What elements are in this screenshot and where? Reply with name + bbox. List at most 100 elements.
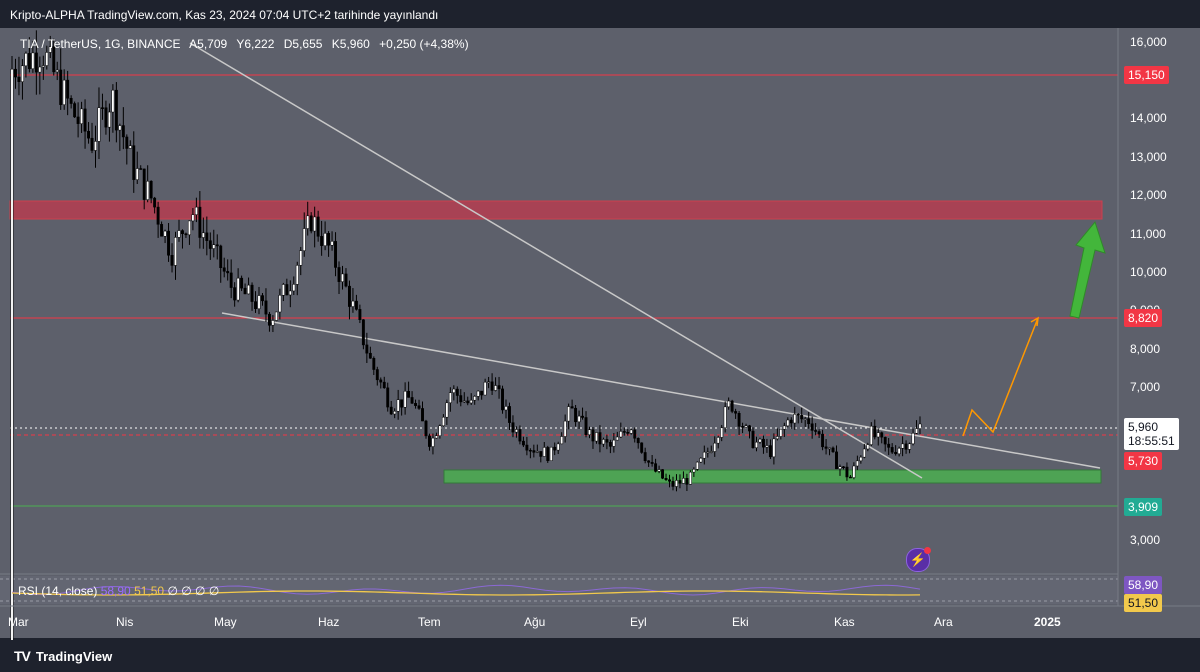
candle-body xyxy=(814,430,818,432)
candle-body xyxy=(786,419,790,427)
candle-body xyxy=(720,427,724,438)
candle-body xyxy=(901,443,905,449)
high-value: Y6,222 xyxy=(236,37,275,51)
candle-body xyxy=(514,429,518,433)
candle-body xyxy=(90,137,94,151)
candle-body xyxy=(219,245,223,269)
candle-body xyxy=(734,411,738,414)
candle-body xyxy=(66,79,70,99)
candle-body xyxy=(504,406,508,411)
candle-body xyxy=(10,68,14,654)
candle-body xyxy=(393,410,397,415)
candle-body xyxy=(758,438,762,443)
candle-body xyxy=(539,451,543,457)
candle-body xyxy=(212,244,216,249)
flash-alert-icon[interactable]: ⚡ xyxy=(906,547,931,572)
candle-body xyxy=(671,481,675,487)
candle-body xyxy=(835,451,838,470)
candle-body xyxy=(118,125,122,131)
candle-body xyxy=(407,390,411,398)
candle-body xyxy=(31,52,35,69)
candle-body xyxy=(821,433,825,448)
candle-body xyxy=(601,439,605,445)
candle-body xyxy=(354,300,358,310)
candle-body xyxy=(567,406,571,422)
candle-body xyxy=(546,447,550,461)
candle-body xyxy=(678,480,682,484)
rsi-tag: 58,90 xyxy=(1124,576,1163,594)
candle-body xyxy=(744,425,748,428)
candle-body xyxy=(664,478,668,480)
low-support-tag: 3,909 xyxy=(1124,498,1163,516)
candle-body xyxy=(24,53,28,67)
candle-body xyxy=(386,387,390,408)
candle-body xyxy=(876,432,880,438)
time-label-nis: Nis xyxy=(116,615,134,629)
candle-body xyxy=(146,180,150,200)
candle-body xyxy=(480,390,484,396)
candle-body xyxy=(542,447,546,457)
candle-body xyxy=(598,432,602,445)
resistance-tag: 15,150 xyxy=(1124,66,1169,84)
candle-body xyxy=(817,431,821,435)
candle-body xyxy=(508,406,511,423)
support-tag: 5,730 xyxy=(1124,452,1163,470)
candle-body xyxy=(448,392,452,404)
candle-body xyxy=(737,412,741,427)
bullish-arrow xyxy=(1069,220,1106,319)
price-tick-3000: 3,000 xyxy=(1130,533,1161,547)
candle-body xyxy=(741,426,745,428)
candle-body xyxy=(320,236,324,246)
candle-body xyxy=(59,69,63,105)
candle-body xyxy=(250,284,254,302)
candle-body xyxy=(27,53,31,69)
rsi-value: 58,90 xyxy=(100,584,131,598)
candle-body xyxy=(313,216,317,232)
candle-body xyxy=(292,284,296,292)
candle-body xyxy=(76,116,80,124)
price-tick-16000: 16,000 xyxy=(1130,35,1167,49)
low-value: D5,655 xyxy=(283,37,323,51)
candle-body xyxy=(828,447,831,450)
price-tick-7000: 7,000 xyxy=(1130,380,1161,394)
footer: TV TradingView xyxy=(0,640,1200,672)
candle-body xyxy=(271,320,275,326)
rsi-label: RSI (14, close) xyxy=(18,584,98,598)
candle-body xyxy=(167,230,171,256)
candle-body xyxy=(755,441,758,448)
candle-body xyxy=(400,399,404,408)
candle-body xyxy=(706,451,710,454)
rsi-ma-tag: 51,50 xyxy=(1124,594,1163,612)
candle-body xyxy=(459,395,463,403)
candle-body xyxy=(775,436,779,440)
candle-body xyxy=(779,428,783,437)
candle-body xyxy=(911,432,915,445)
candle-body xyxy=(452,388,456,393)
candle-body xyxy=(904,443,908,450)
candle-body xyxy=(428,435,431,447)
price-tick-10000: 10,000 xyxy=(1130,265,1167,279)
candle-body xyxy=(341,273,344,282)
candle-body xyxy=(633,429,637,439)
candle-body xyxy=(69,98,73,104)
candle-body xyxy=(855,460,859,467)
candle-body xyxy=(348,285,351,307)
price-tick-14000: 14,000 xyxy=(1130,111,1167,125)
candle-body xyxy=(483,381,487,396)
candle-body xyxy=(181,230,184,234)
lower-trendline xyxy=(221,312,1101,469)
tradingview-logo[interactable]: TV TradingView xyxy=(14,648,112,664)
candle-body xyxy=(553,446,557,451)
candle-body xyxy=(128,145,132,149)
candle-body xyxy=(699,457,703,463)
candle-body xyxy=(414,403,418,406)
candle-body xyxy=(229,272,233,288)
candle-body xyxy=(692,469,696,473)
candle-body xyxy=(681,478,685,484)
candle-body xyxy=(549,446,553,461)
candle-body xyxy=(379,379,383,383)
candle-body xyxy=(55,69,59,73)
candle-body xyxy=(257,295,261,309)
candle-body xyxy=(160,224,164,237)
